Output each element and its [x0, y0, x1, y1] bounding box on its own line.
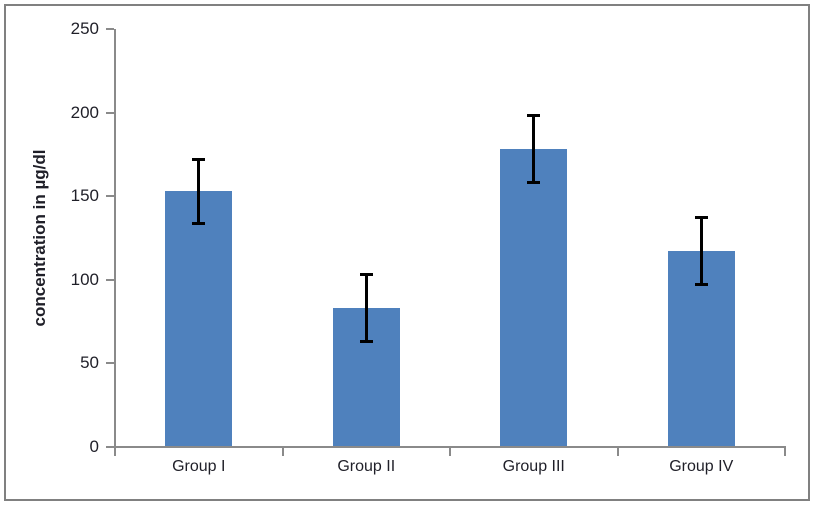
x-axis-tick [281, 448, 284, 456]
bar-group-iii [500, 149, 568, 447]
y-axis-line [114, 29, 116, 449]
error-bar-cap-top [192, 157, 206, 161]
error-bar-cap-top [527, 114, 541, 118]
y-axis-tick [106, 111, 114, 114]
x-axis-line [114, 446, 786, 448]
error-bar-cap-top [359, 273, 373, 277]
x-category-label: Group IV [669, 458, 734, 475]
y-axis-tick [106, 362, 114, 365]
error-bar-line [197, 157, 201, 225]
y-tick-label: 150 [70, 186, 99, 206]
error-bar-cap-bottom [192, 221, 206, 225]
x-category-label: Group I [172, 458, 226, 475]
x-axis-tick [784, 448, 786, 456]
error-bar-cap-bottom [694, 283, 708, 287]
x-axis-tick [114, 448, 116, 456]
y-axis-tick [106, 28, 114, 30]
y-tick-label: 0 [89, 437, 99, 456]
y-tick-label: 100 [70, 269, 99, 289]
error-bar-cap-bottom [527, 181, 541, 185]
error-bar-group-ii [359, 273, 373, 344]
error-bar-line [532, 114, 536, 185]
y-axis-title: concentration in µg/dl [30, 149, 49, 327]
x-category-label: Group II [337, 458, 396, 475]
error-bar-group-i [192, 157, 206, 225]
y-tick-label: 50 [80, 353, 99, 373]
error-bar-line [364, 273, 368, 344]
y-tick-label: 200 [70, 102, 99, 122]
y-axis-tick [106, 278, 114, 281]
y-axis-tick [106, 446, 114, 448]
bar-group-i [165, 191, 233, 447]
y-axis-tick [106, 195, 114, 198]
error-bar-line [699, 216, 703, 287]
error-bar-group-iii [527, 114, 541, 185]
error-bar-group-iv [694, 216, 708, 287]
error-bar-cap-top [694, 216, 708, 220]
chart-border [4, 4, 810, 501]
y-tick-label: 250 [70, 19, 99, 38]
x-category-label: Group III [502, 458, 565, 475]
error-bar-cap-bottom [359, 340, 373, 344]
x-axis-tick [449, 448, 451, 456]
x-axis-tick [616, 448, 619, 456]
